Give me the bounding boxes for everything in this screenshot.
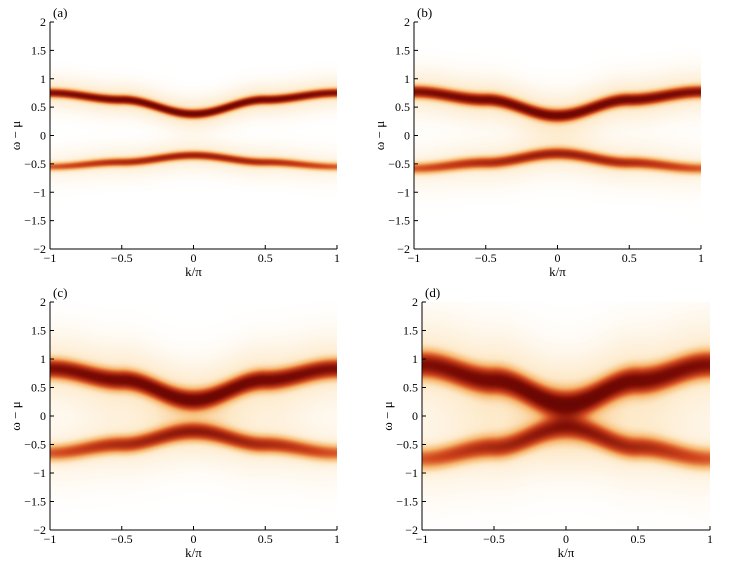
x-tick-label: −1 <box>44 251 57 265</box>
x-tick-label: 0 <box>191 251 197 265</box>
y-tick-label: −1 <box>405 466 418 480</box>
y-tick-label: −2 <box>397 242 410 256</box>
y-tick-label: −2 <box>33 523 46 537</box>
y-tick-label: 2 <box>404 15 410 29</box>
panel-label: (d) <box>425 285 440 300</box>
y-tick-label: 0.5 <box>31 100 46 114</box>
x-tick-label: −1 <box>44 532 57 546</box>
y-tick-label: 0 <box>40 409 46 423</box>
y-tick-label: 0 <box>40 129 46 143</box>
y-axis-label: ω − μ <box>8 121 23 150</box>
y-tick-label: −1 <box>33 185 46 199</box>
x-axis-label: k/π <box>185 545 202 560</box>
y-tick-label: 0.5 <box>395 100 410 114</box>
x-tick-label: −1 <box>416 532 429 546</box>
y-tick-label: −0.5 <box>24 157 46 171</box>
x-tick-label: 0 <box>191 532 197 546</box>
x-tick-label: −0.5 <box>111 251 133 265</box>
y-axis-label: ω − μ <box>380 401 395 430</box>
x-tick-label: 1 <box>334 532 340 546</box>
y-tick-label: 1.5 <box>31 43 46 57</box>
x-tick-label: −0.5 <box>475 251 497 265</box>
x-axis-label: k/π <box>185 264 202 279</box>
panel-label: (a) <box>53 5 67 20</box>
y-tick-label: 0 <box>404 129 410 143</box>
x-tick-label: −1 <box>408 251 421 265</box>
y-tick-label: −1 <box>33 466 46 480</box>
y-tick-label: 2 <box>40 15 46 29</box>
x-tick-label: 1 <box>707 532 713 546</box>
y-tick-label: −1.5 <box>24 495 46 509</box>
panel-label: (c) <box>53 285 67 300</box>
y-tick-label: −1 <box>397 185 410 199</box>
y-tick-label: 1.5 <box>403 324 418 338</box>
y-tick-label: −1.5 <box>396 495 418 509</box>
y-tick-label: 1.5 <box>395 43 410 57</box>
y-tick-label: −1.5 <box>388 214 410 228</box>
y-tick-label: 1.5 <box>31 324 46 338</box>
x-tick-label: −0.5 <box>483 532 505 546</box>
panel-label: (b) <box>417 5 432 20</box>
x-tick-label: 0.5 <box>258 532 273 546</box>
y-tick-label: 1 <box>404 72 410 86</box>
spectral-heatmap <box>50 22 337 249</box>
y-tick-label: 0.5 <box>403 381 418 395</box>
y-tick-label: 2 <box>40 295 46 309</box>
spectral-heatmap <box>50 302 337 530</box>
x-axis-label: k/π <box>549 264 566 279</box>
spectral-heatmap <box>414 22 701 249</box>
spectral-heatmap <box>422 302 710 530</box>
x-tick-label: 0.5 <box>258 251 273 265</box>
y-tick-label: −2 <box>33 242 46 256</box>
y-tick-label: 0.5 <box>31 381 46 395</box>
y-tick-label: 2 <box>412 295 418 309</box>
y-tick-label: −0.5 <box>396 438 418 452</box>
x-tick-label: −0.5 <box>111 532 133 546</box>
x-tick-label: 1 <box>334 251 340 265</box>
panel-c: −1 −0.5 0 0.5 1 −2 −1.5 −1 −0.5 0 0.5 1 1.5 2 k/π ω − μ… <box>8 285 340 560</box>
x-tick-label: 1 <box>698 251 704 265</box>
panel-d: −1 −0.5 0 0.5 1 −2 −1.5 −1 −0.5 0 0.5 1 1.5 2 k/π ω − μ… <box>380 285 713 560</box>
x-axis-label: k/π <box>558 545 575 560</box>
y-tick-label: 1 <box>40 352 46 366</box>
x-tick-label: 0 <box>555 251 561 265</box>
panel-b: −1 −0.5 0 0.5 1 −2 −1.5 −1 −0.5 0 0.5 1 1.5 2 k/π ω − μ… <box>372 5 704 279</box>
y-axis-label: ω − μ <box>372 121 387 150</box>
y-tick-label: −0.5 <box>24 438 46 452</box>
y-tick-label: −1.5 <box>24 214 46 228</box>
y-tick-label: −0.5 <box>388 157 410 171</box>
panel-a: −1 −0.5 0 0.5 1 −2 −1.5 −1 −0.5 0 0.5 1 1.5 2 k/π ω − μ… <box>8 5 340 279</box>
y-tick-label: −2 <box>405 523 418 537</box>
y-axis-label: ω − μ <box>8 401 23 430</box>
x-tick-label: 0 <box>563 532 569 546</box>
x-tick-label: 0.5 <box>622 251 637 265</box>
y-tick-label: 1 <box>40 72 46 86</box>
y-tick-label: 0 <box>412 409 418 423</box>
x-tick-label: 0.5 <box>631 532 646 546</box>
y-tick-label: 1 <box>412 352 418 366</box>
